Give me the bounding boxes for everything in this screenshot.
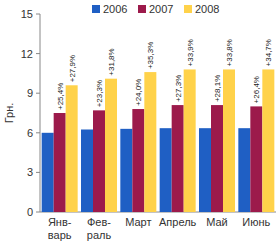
x-tick-label-line: Март bbox=[125, 216, 151, 228]
x-tick-label: Янв-варь bbox=[48, 216, 72, 241]
y-tick-label: 9 bbox=[27, 87, 33, 99]
bar bbox=[93, 110, 105, 212]
legend-label: 2007 bbox=[149, 3, 173, 15]
annotation: +35,3% bbox=[146, 42, 155, 69]
x-tick-label: Фев-раль bbox=[87, 216, 112, 241]
x-tick-label: Апрель bbox=[159, 216, 197, 228]
annotation: +33,9% bbox=[186, 39, 195, 66]
bar bbox=[160, 128, 172, 212]
x-tick-label: Март bbox=[125, 216, 151, 228]
y-tick-label: 0 bbox=[27, 206, 33, 218]
bar bbox=[211, 105, 223, 212]
y-tick bbox=[36, 14, 40, 15]
annotations: +25,4%+27,9% +23,3%+31,8% +24,0% +35,3% +27,… bbox=[56, 39, 274, 110]
y-axis bbox=[40, 14, 41, 212]
bar bbox=[250, 106, 262, 212]
y-tick-label: 12 bbox=[21, 48, 33, 60]
annotation: +26,4% bbox=[252, 76, 261, 103]
bar bbox=[81, 130, 93, 213]
legend-swatch bbox=[184, 5, 192, 13]
bar bbox=[262, 69, 274, 212]
bar bbox=[172, 105, 184, 212]
x-tick-label-line: Фев- bbox=[87, 216, 111, 228]
y-tick bbox=[36, 172, 40, 173]
chart: 0 3 6 9 12 15 Грн. 2006 2007 2008 +25,4%+27,9% +23,… bbox=[0, 0, 280, 250]
x-tick-label-line: Июнь bbox=[242, 216, 270, 228]
annotation: +33,8% bbox=[225, 39, 234, 66]
annotation: +25,4% bbox=[56, 83, 65, 110]
bar bbox=[66, 85, 78, 212]
annotation: +23,3% bbox=[95, 80, 104, 107]
x-tick-label-line: варь bbox=[48, 229, 72, 241]
legend-label: 2008 bbox=[195, 3, 219, 15]
bar bbox=[199, 128, 211, 212]
bar bbox=[238, 128, 250, 212]
bar bbox=[54, 113, 66, 212]
bar bbox=[132, 109, 144, 212]
x-tick-label: Июнь bbox=[242, 216, 270, 228]
y-tick-label: 15 bbox=[21, 8, 33, 20]
annotation: +27,9% bbox=[68, 55, 77, 82]
annotation: +24,0% bbox=[134, 79, 143, 106]
y-tick bbox=[36, 53, 40, 54]
bar bbox=[42, 133, 54, 212]
annotation: +31,8% bbox=[107, 48, 116, 75]
y-tick-label: 3 bbox=[27, 166, 33, 178]
y-tick bbox=[36, 93, 40, 94]
annotation: +27,3% bbox=[174, 75, 183, 102]
bar bbox=[105, 79, 117, 212]
legend-label: 2006 bbox=[103, 3, 127, 15]
annotation: +34,7% bbox=[264, 39, 273, 66]
x-tick-label-line: Апрель bbox=[159, 216, 197, 228]
x-tick-label-line: Янв- bbox=[48, 216, 72, 228]
bars bbox=[42, 69, 275, 212]
legend-swatch bbox=[138, 5, 146, 13]
bar bbox=[144, 72, 156, 212]
annotation: +28,1% bbox=[213, 75, 222, 102]
bar bbox=[223, 69, 235, 212]
y-tick bbox=[36, 132, 40, 133]
legend-swatch bbox=[92, 5, 100, 13]
x-tick-label-line: раль bbox=[87, 229, 112, 241]
bar bbox=[120, 129, 132, 212]
y-tick bbox=[36, 212, 40, 213]
y-axis-label: Грн. bbox=[3, 103, 15, 124]
x-tick-label-line: Май bbox=[206, 216, 228, 228]
y-tick-label: 6 bbox=[27, 127, 33, 139]
bar bbox=[184, 69, 196, 212]
x-tick-label: Май bbox=[206, 216, 228, 228]
